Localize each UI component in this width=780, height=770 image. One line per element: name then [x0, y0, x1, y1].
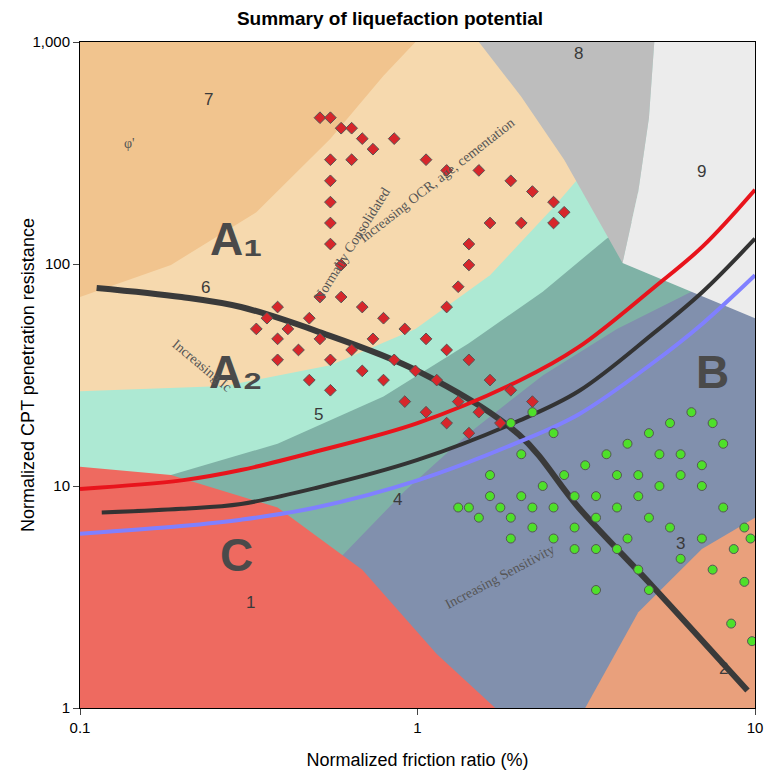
svg-text:1: 1 — [413, 719, 421, 736]
svg-text:A₁: A₁ — [210, 213, 262, 265]
svg-text:3: 3 — [676, 534, 685, 553]
svg-text:8: 8 — [574, 44, 583, 63]
svg-text:A₂: A₂ — [209, 346, 263, 398]
svg-text:10: 10 — [53, 477, 70, 494]
svg-text:Normalized CPT penetration res: Normalized CPT penetration resistance — [18, 218, 38, 532]
svg-text:B: B — [696, 346, 729, 398]
svg-text:5: 5 — [314, 405, 323, 424]
svg-text:Increasing Ic: Increasing Ic — [169, 336, 234, 394]
svg-text:9: 9 — [697, 162, 706, 181]
svg-text:7: 7 — [204, 90, 213, 109]
svg-text:2: 2 — [719, 659, 728, 678]
svg-text:C: C — [220, 529, 253, 581]
svg-text:Normally Consolidated: Normally Consolidated — [311, 185, 393, 304]
svg-text:1: 1 — [246, 593, 255, 612]
svg-text:1,000: 1,000 — [32, 33, 70, 50]
svg-text:Increasing OCR, age, cementati: Increasing OCR, age, cementation — [356, 115, 517, 245]
svg-text:0.1: 0.1 — [70, 719, 91, 736]
svg-text:Normalized friction ratio (%): Normalized friction ratio (%) — [306, 750, 528, 770]
svg-text:Increasing Sensitivity: Increasing Sensitivity — [443, 542, 557, 612]
svg-text:10: 10 — [747, 719, 764, 736]
svg-text:100: 100 — [45, 255, 70, 272]
svg-text:1: 1 — [62, 699, 70, 716]
svg-text:4: 4 — [393, 490, 402, 509]
svg-text:6: 6 — [201, 278, 210, 297]
svg-text:φ': φ' — [124, 136, 135, 151]
svg-text:Summary of liquefaction potent: Summary of liquefaction potential — [237, 8, 543, 29]
